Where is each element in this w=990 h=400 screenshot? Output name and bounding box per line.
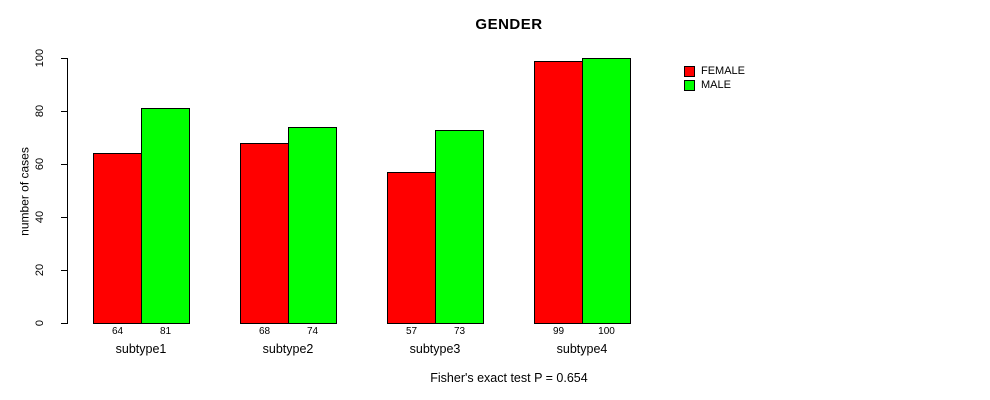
bar-female-subtype3: [387, 172, 436, 324]
y-tick-label: 20: [34, 263, 46, 277]
bar-male-subtype3: [435, 130, 484, 324]
category-label-subtype2: subtype2: [262, 342, 314, 356]
legend-label: MALE: [701, 79, 731, 91]
legend-item-female: FEMALE: [684, 65, 745, 77]
bar-value-label: 81: [159, 326, 172, 337]
bar-male-subtype4: [582, 58, 631, 324]
legend-swatch-icon: [684, 79, 695, 91]
category-label-subtype1: subtype1: [115, 342, 167, 356]
bar-male-subtype2: [288, 127, 337, 324]
category-label-subtype3: subtype3: [409, 342, 461, 356]
y-tick-label: 80: [34, 104, 46, 118]
bar-female-subtype1: [93, 153, 142, 324]
y-tick-label: 100: [34, 48, 46, 68]
y-axis-line: [67, 58, 68, 324]
bar-female-subtype2: [240, 143, 289, 324]
y-axis-label: number of cases: [17, 147, 32, 236]
bar-value-label: 100: [598, 326, 615, 337]
y-tick-mark: [61, 217, 68, 218]
legend-item-male: MALE: [684, 79, 745, 91]
y-tick-mark: [61, 164, 68, 165]
legend-swatch-icon: [684, 65, 695, 77]
y-tick-mark: [61, 270, 68, 271]
bar-value-label: 64: [111, 326, 124, 337]
bar-male-subtype1: [141, 108, 190, 324]
y-tick-label: 0: [34, 319, 46, 327]
chart-title: GENDER: [475, 16, 543, 33]
y-tick-label: 60: [34, 157, 46, 171]
legend-label: FEMALE: [701, 65, 746, 77]
bar-female-subtype4: [534, 61, 583, 324]
bar-value-label: 73: [453, 326, 466, 337]
y-tick-mark: [61, 323, 68, 324]
category-label-subtype4: subtype4: [556, 342, 608, 356]
y-tick-mark: [61, 111, 68, 112]
y-tick-label: 40: [34, 210, 46, 224]
bar-value-label: 68: [258, 326, 271, 337]
caption: Fisher's exact test P = 0.654: [430, 371, 588, 385]
legend: FEMALE MALE: [684, 65, 745, 93]
bar-value-label: 57: [405, 326, 418, 337]
bar-value-label: 74: [306, 326, 319, 337]
y-tick-mark: [61, 58, 68, 59]
bar-value-label: 99: [552, 326, 565, 337]
